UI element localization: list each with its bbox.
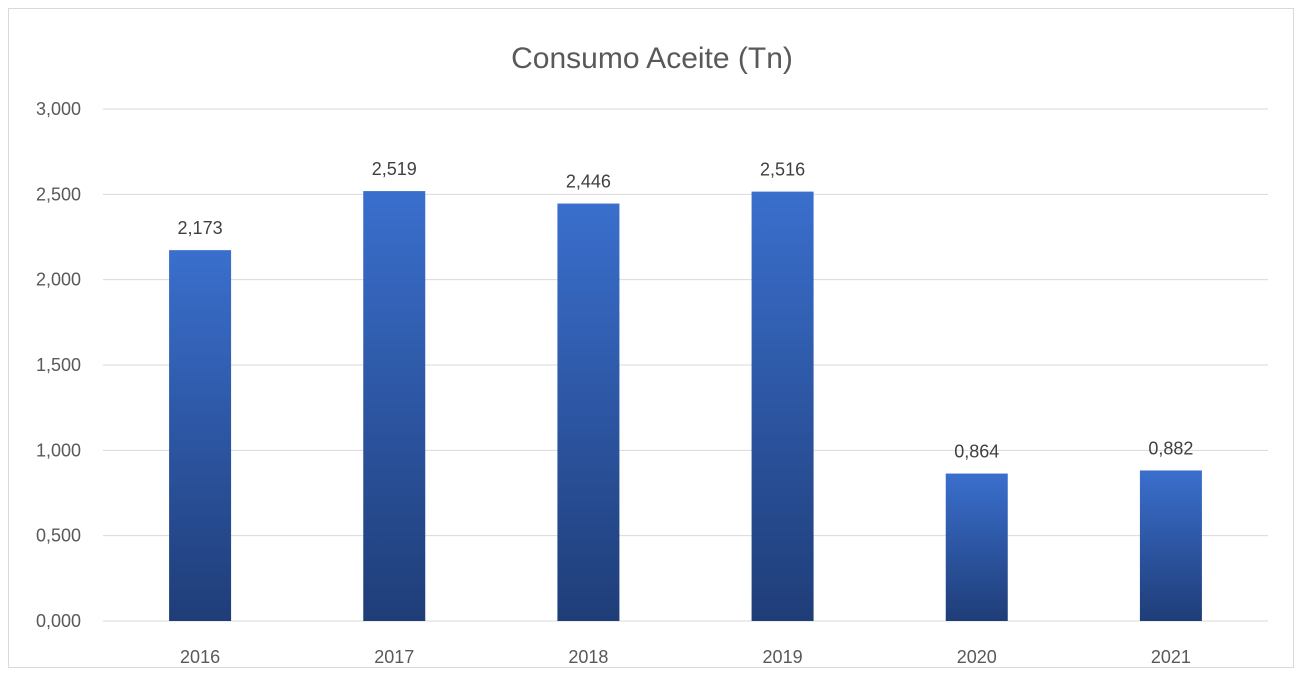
x-tick-label-2018: 2018: [568, 647, 608, 667]
x-axis-ticks: 2016 2017 2018 2019 2020 2021: [180, 647, 1191, 667]
data-label-2021: 0,882: [1148, 438, 1193, 458]
x-tick-label-2019: 2019: [763, 647, 803, 667]
data-label-2016: 2,173: [178, 218, 223, 238]
bar-2018: [557, 203, 620, 622]
data-labels: 2,173 2,519 2,446 2,516 0,864 0,882: [178, 159, 1194, 461]
bar-2017: [363, 191, 426, 621]
chart-title: Consumo Aceite (Tn): [511, 42, 793, 75]
y-tick-label: 2,000: [36, 270, 81, 290]
y-tick-label: 0,000: [36, 611, 81, 631]
bar-2020: [945, 473, 1008, 621]
bar-2016: [169, 250, 232, 621]
bar-2021: [1139, 470, 1202, 621]
x-tick-label-2020: 2020: [957, 647, 997, 667]
x-tick-label-2021: 2021: [1151, 647, 1191, 667]
data-label-2020: 0,864: [954, 442, 999, 462]
y-axis-ticks: 0,000 0,500 1,000 1,500 2,000 2,500 3,000: [36, 99, 81, 631]
x-tick-label-2017: 2017: [374, 647, 414, 667]
x-tick-label-2016: 2016: [180, 647, 220, 667]
bar-2019: [751, 191, 814, 621]
gridlines: [103, 108, 1268, 622]
data-label-2017: 2,519: [372, 159, 417, 179]
y-tick-label: 2,500: [36, 184, 81, 204]
bars: [169, 191, 1202, 622]
data-label-2018: 2,446: [566, 172, 611, 192]
y-tick-label: 1,000: [36, 440, 81, 460]
y-tick-label: 0,500: [36, 526, 81, 546]
data-label-2019: 2,516: [760, 160, 805, 180]
y-tick-label: 1,500: [36, 355, 81, 375]
y-tick-label: 3,000: [36, 99, 81, 119]
